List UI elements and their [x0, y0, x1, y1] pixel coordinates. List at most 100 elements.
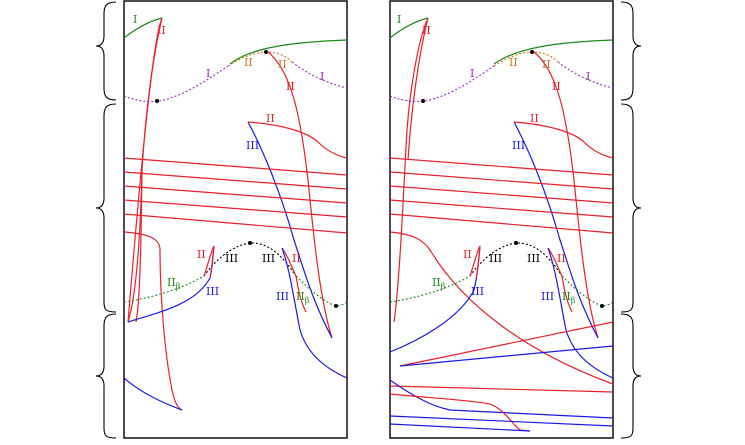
right-red-line-1 [389, 157, 614, 176]
right-red-line-3 [389, 185, 614, 204]
left-green-upper-curve [229, 39, 348, 65]
left-label-i-purple-right: I [320, 70, 324, 83]
left-brace-top [95, 1, 117, 101]
right-brace-top [620, 1, 642, 101]
left-red-lower-return [135, 169, 143, 323]
right-red-small-spike-right [547, 247, 573, 313]
left-braces [95, 1, 117, 439]
left-green-dotted-iib [123, 275, 205, 303]
left-label-ii-red-top: II [157, 24, 166, 37]
right-green-dotted-iib-right [561, 275, 614, 307]
left-purple-dotted-right [291, 61, 348, 89]
right-purple-dotted-right [557, 61, 614, 89]
right-red-line-5 [389, 213, 614, 234]
left-label-iii-blue-upper: III [246, 139, 259, 152]
left-green-dotted-iib-right [295, 275, 348, 307]
right-black-dotted [469, 242, 563, 277]
left-label-ii-red-spike-right: II [292, 252, 301, 265]
left-black-dotted [203, 242, 297, 277]
left-label-i-purple-left: I [206, 67, 210, 80]
left-red-ii-curve [247, 121, 348, 159]
right-red-spike-b [407, 17, 429, 161]
right-label-i-purple-left: I [470, 67, 474, 80]
left-blue-right-bottom [281, 247, 348, 379]
left-label-ii-red-spike: II [197, 248, 206, 261]
right-red-line-4 [389, 199, 614, 218]
right-dot-d [600, 304, 604, 308]
right-dot-c [514, 241, 518, 245]
left-label-iii-blue-mid: III [206, 285, 219, 298]
right-red-long-diagonal [389, 231, 614, 385]
right-red-ii-curve [513, 121, 614, 159]
right-blue-iii-curve [513, 121, 599, 339]
right-label-iii-blue-right: III [541, 290, 554, 303]
left-red-lower-curve [123, 231, 183, 411]
right-brace-mid [620, 103, 642, 313]
right-braces [620, 1, 642, 439]
right-label-ii-red-spike-right: II [557, 252, 566, 265]
right-label-iib-green-right: IIβ [562, 290, 576, 305]
left-dot-b [264, 50, 268, 54]
right-label-iii-black-1: III [489, 252, 502, 265]
left-green-top-curve [123, 17, 163, 39]
right-red-spike [393, 17, 429, 323]
right-label-ii-red-mid: II [552, 80, 561, 93]
left-dot-c [248, 241, 252, 245]
right-label-ii-orange-2: II [542, 58, 551, 71]
left-purple-dotted [123, 65, 229, 103]
right-blue-right-bottom [547, 247, 614, 379]
left-red-line-2 [123, 171, 348, 190]
right-label-ii-red-upper: II [530, 112, 539, 125]
right-label-iii-black-2: III [527, 252, 540, 265]
right-label-iii-blue-upper: III [512, 139, 525, 152]
left-label-iib-green: IIβ [167, 276, 181, 291]
left-red-line-4 [123, 199, 348, 218]
right-label-ii-red-top: II [422, 24, 431, 37]
left-label-iii-black-1: III [225, 252, 238, 265]
left-label-ii-orange-1: II [244, 56, 253, 69]
right-green-upper-curve [493, 39, 614, 65]
right-label-ii-orange-1: II [509, 56, 518, 69]
left-red-line-5 [123, 213, 348, 234]
left-red-descending [267, 51, 333, 339]
right-green-dotted-iib [389, 275, 471, 303]
right-blue-rise [389, 245, 481, 353]
left-label-ii-orange-2: II [278, 58, 287, 71]
left-red-line-1 [123, 157, 348, 176]
left-brace-mid [95, 103, 117, 313]
right-label-i-purple-right: I [586, 70, 590, 83]
right-label-i-green: I [397, 13, 401, 26]
right-red-bottom-curve [389, 393, 531, 432]
right-red-lines [389, 157, 614, 234]
right-panel-frame [389, 0, 614, 439]
right-red-bottom-line-1 [389, 385, 614, 393]
right-blue-bottom-line-1 [389, 415, 614, 427]
right-blue-cross-line [399, 345, 614, 367]
right-blue-bottom-curve [389, 379, 614, 419]
left-label-i-green: I [133, 13, 137, 26]
left-brace-bottom [95, 313, 117, 439]
left-red-spike-right [127, 17, 163, 323]
right-purple-dotted [389, 65, 495, 103]
left-blue-iii-curve [247, 121, 333, 339]
right-green-top-curve [389, 17, 429, 39]
left-panel-frame [123, 0, 348, 439]
right-blue-bottom-line-2 [389, 423, 531, 432]
left-red-small-spike-right [281, 247, 307, 313]
left-label-ii-red-mid: II [286, 80, 295, 93]
left-label-ii-red-upper: II [266, 112, 275, 125]
right-dot-a [421, 99, 425, 103]
left-panel: I II I II II I II II III II III III II I… [123, 0, 348, 439]
left-label-iii-blue-right: III [276, 290, 289, 303]
right-panel: I II I II II I II II III II III III II I… [389, 0, 614, 439]
right-label-ii-red-spike: II [463, 248, 472, 261]
left-blue-bottom-curve [123, 377, 183, 411]
left-red-small-spike [203, 245, 215, 279]
left-dot-a [155, 99, 159, 103]
left-red-lines [123, 157, 348, 234]
right-dot-b [530, 50, 534, 54]
right-brace-bottom [620, 313, 642, 439]
right-red-descending [533, 51, 599, 339]
left-label-iib-green-right: IIβ [296, 290, 310, 305]
